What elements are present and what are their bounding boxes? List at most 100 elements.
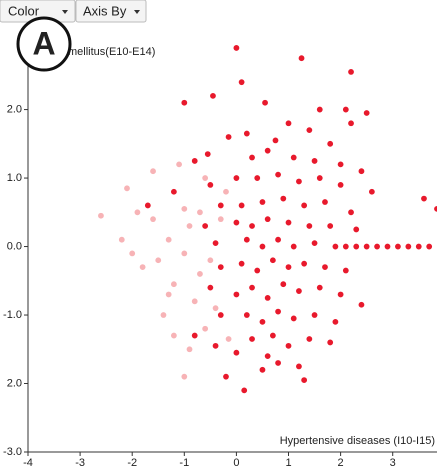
point	[97, 212, 105, 220]
point	[297, 54, 306, 62]
point	[295, 362, 303, 371]
point	[290, 314, 298, 323]
x-tick-label: -1	[179, 457, 189, 467]
point	[321, 198, 329, 206]
point	[279, 194, 287, 203]
point	[118, 235, 126, 244]
point	[269, 256, 277, 264]
point	[204, 150, 212, 158]
point	[433, 205, 437, 213]
color-button-label[interactable]: Color	[8, 3, 40, 18]
point	[284, 263, 293, 271]
point	[336, 290, 345, 299]
point	[274, 307, 282, 316]
point	[154, 256, 162, 264]
point	[368, 188, 376, 196]
caret	[62, 10, 68, 14]
point	[149, 167, 157, 175]
point	[373, 242, 381, 251]
point	[305, 222, 314, 230]
point	[284, 342, 293, 350]
point	[290, 242, 298, 251]
point	[274, 235, 282, 244]
point	[263, 294, 272, 302]
point	[201, 174, 209, 182]
point	[321, 263, 329, 271]
point	[357, 301, 366, 309]
point	[258, 318, 267, 326]
y-tick-label: -1.0	[3, 309, 22, 321]
y-tick-label: 0.0	[7, 240, 22, 252]
point	[362, 109, 371, 117]
point	[305, 126, 314, 134]
point	[164, 290, 173, 299]
point	[310, 239, 319, 247]
point	[243, 235, 251, 244]
point	[206, 256, 215, 264]
point	[383, 242, 392, 251]
point	[326, 222, 334, 230]
point	[352, 225, 360, 234]
point	[362, 242, 371, 251]
point	[300, 259, 308, 268]
point	[347, 208, 355, 217]
point	[170, 331, 178, 340]
caret	[134, 10, 140, 14]
point	[133, 208, 142, 217]
point	[263, 146, 272, 155]
point	[232, 174, 241, 182]
point	[342, 242, 350, 251]
point	[217, 201, 225, 210]
point	[185, 345, 194, 353]
point	[331, 242, 340, 251]
point	[263, 215, 272, 223]
point	[128, 249, 136, 258]
point	[284, 218, 293, 227]
point	[180, 249, 189, 258]
point	[425, 242, 433, 251]
y-tick-label: 2.0	[7, 103, 22, 115]
point	[295, 177, 303, 186]
point	[123, 184, 131, 193]
point	[201, 325, 209, 333]
points	[97, 44, 437, 395]
point	[290, 153, 298, 162]
point	[240, 386, 248, 395]
point	[310, 157, 319, 165]
point	[253, 266, 261, 275]
point	[269, 331, 277, 340]
point	[170, 188, 178, 196]
point	[248, 222, 256, 230]
x-tick-label: -2	[127, 457, 137, 467]
point	[243, 129, 251, 138]
axis-button-label[interactable]: Axis By	[83, 3, 127, 18]
point	[415, 242, 423, 251]
point	[271, 136, 280, 145]
point	[237, 259, 246, 268]
point	[144, 201, 152, 210]
point	[222, 372, 230, 381]
point	[217, 311, 225, 319]
badge	[16, 16, 72, 72]
x-tick-label: -4	[23, 457, 33, 467]
point	[300, 201, 308, 210]
point	[305, 335, 314, 343]
x-tick-label: 1	[285, 457, 291, 467]
point	[222, 188, 230, 196]
point	[206, 283, 215, 292]
point	[274, 170, 282, 179]
point	[357, 167, 366, 175]
point	[191, 331, 199, 340]
point	[316, 105, 324, 114]
point	[232, 290, 241, 299]
point	[336, 181, 345, 189]
point	[196, 208, 204, 217]
point	[232, 348, 241, 357]
badge-label: A	[32, 25, 55, 61]
y-tick-label: 1.0	[7, 172, 22, 184]
point	[224, 133, 233, 141]
point	[258, 366, 267, 374]
point	[180, 99, 189, 107]
axis-button[interactable]	[75, 0, 147, 23]
